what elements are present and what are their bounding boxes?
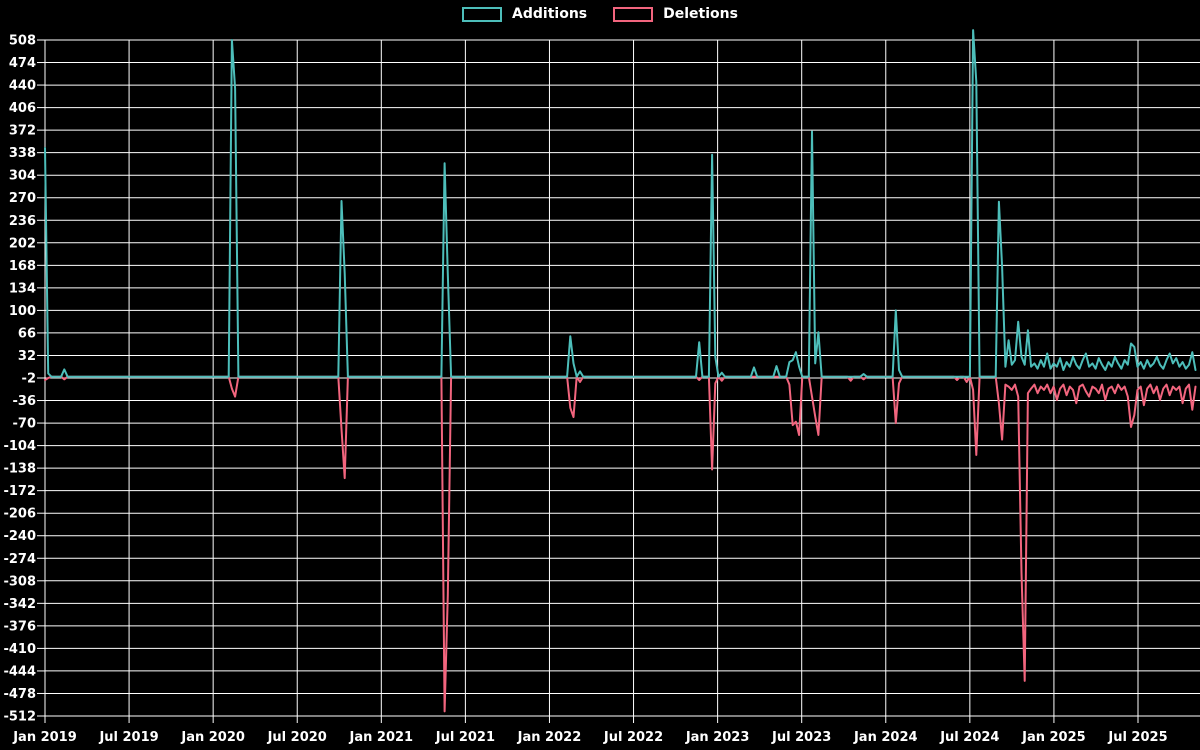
y-tick-label: 304 <box>9 169 36 184</box>
legend-deletions[interactable]: Deletions <box>613 6 738 22</box>
y-tick-label: 508 <box>9 34 36 49</box>
additions-swatch-icon <box>462 6 503 22</box>
y-tick-label: -444 <box>3 664 36 679</box>
y-axis-labels: 508 474 440 406 372 338 304 270 236 202 168 134 100 6… <box>3 34 36 725</box>
legend-additions[interactable]: Additions <box>462 6 587 22</box>
y-tick-label: -342 <box>3 597 36 612</box>
y-tick-label: 236 <box>9 214 36 229</box>
x-tick-label: Jul 2025 <box>1107 730 1167 745</box>
deletions-swatch-icon <box>613 6 654 22</box>
y-tick-label: -478 <box>3 687 36 702</box>
y-tick-label: -138 <box>3 462 36 477</box>
deletions-line <box>44 375 1197 713</box>
y-tick-label: -172 <box>3 484 36 499</box>
y-tick-label: -410 <box>3 642 36 657</box>
x-tick-label: Jul 2024 <box>939 730 999 745</box>
x-tick-label: Jul 2019 <box>98 730 158 745</box>
legend-deletions-label: Deletions <box>663 6 738 22</box>
y-tick-label: 406 <box>9 101 36 116</box>
y-tick-label: -206 <box>3 507 36 522</box>
y-tick-label: 168 <box>9 259 36 274</box>
x-tick-label: Jan 2021 <box>349 730 414 745</box>
x-tick-label: Jan 2019 <box>12 730 77 745</box>
x-tick-label: Jan 2024 <box>853 730 918 745</box>
x-axis-labels: Jan 2019 Jul 2019 Jan 2020 Jul 2020 Jan 2021… <box>12 730 1167 745</box>
x-tick-label: Jan 2025 <box>1021 730 1086 745</box>
y-tick-label: 202 <box>9 236 36 251</box>
y-tick-label: -240 <box>3 529 36 544</box>
y-tick-label: 134 <box>9 281 36 296</box>
y-tick-label: -308 <box>3 574 36 589</box>
x-tick-label: Jan 2022 <box>517 730 582 745</box>
x-tick-label: Jan 2023 <box>685 730 750 745</box>
y-tick-label: 32 <box>18 349 36 364</box>
y-tick-label: -70 <box>13 417 37 432</box>
axis-ticks <box>37 39 1139 723</box>
x-tick-label: Jul 2023 <box>771 730 831 745</box>
y-tick-label: -274 <box>3 552 36 567</box>
y-tick-label: 440 <box>9 79 36 94</box>
additions-line <box>44 29 1197 378</box>
x-tick-label: Jul 2022 <box>603 730 663 745</box>
y-tick-label: -512 <box>3 710 36 725</box>
x-tick-label: Jul 2020 <box>267 730 327 745</box>
y-tick-label: 338 <box>9 146 36 161</box>
x-tick-label: Jul 2021 <box>435 730 495 745</box>
grid-lines <box>44 39 1200 717</box>
legend-additions-label: Additions <box>512 6 588 22</box>
y-tick-label: 66 <box>18 326 36 341</box>
y-tick-label: -104 <box>3 439 36 454</box>
y-tick-label: 270 <box>9 191 36 206</box>
x-tick-label: Jan 2020 <box>180 730 245 745</box>
y-tick-label: -2 <box>22 372 36 387</box>
y-tick-label: -36 <box>13 394 37 409</box>
y-tick-label: 372 <box>9 124 36 139</box>
y-tick-label: 474 <box>9 56 36 71</box>
y-tick-label: 100 <box>9 304 36 319</box>
chart-legend: Additions Deletions <box>0 6 1200 22</box>
y-tick-label: -376 <box>3 619 36 634</box>
